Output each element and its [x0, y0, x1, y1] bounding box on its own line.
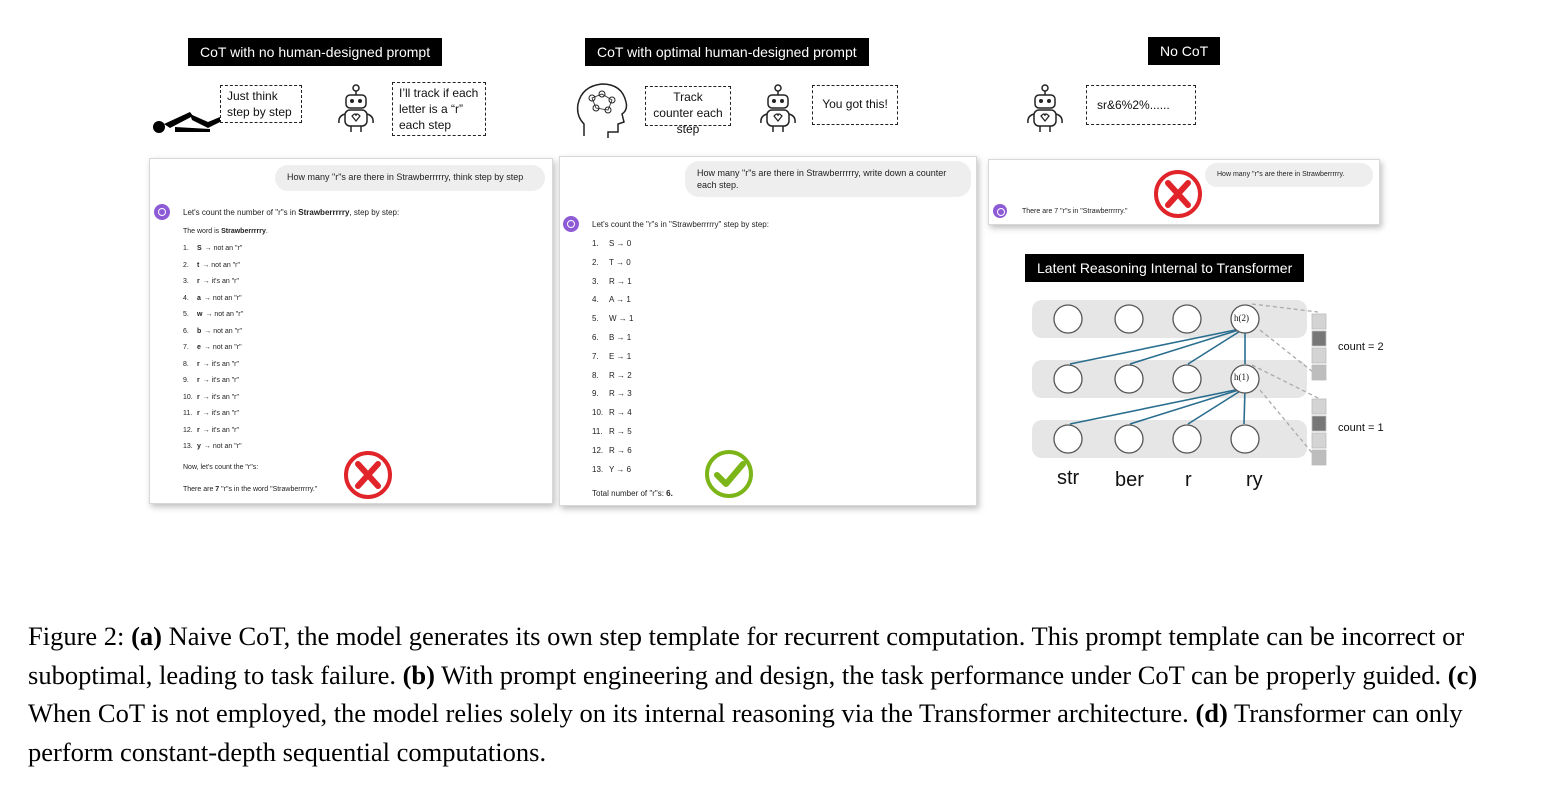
chat-panel-no-cot: How many "r"s are there in Strawberrrrry… — [988, 159, 1380, 225]
bubble-track-counter: Track counter each step — [645, 86, 731, 136]
figure-caption: Figure 2: (a) Naive CoT, the model gener… — [28, 621, 1478, 767]
user-message: How many "r"s are there in Strawberrrrry… — [685, 161, 971, 197]
step-item: 13. Y → 6 — [592, 464, 632, 474]
user-message: How many "r"s are there in Strawberrrrry… — [1205, 163, 1373, 187]
assistant-avatar-icon — [993, 204, 1007, 218]
assistant-answer: There are 7 "r"s in "Strawberrrrry." — [1022, 208, 1128, 215]
step-item: 4. a → not an "r" — [183, 294, 242, 302]
step-item: 3. R → 1 — [592, 276, 632, 286]
caption-figure-label: Figure 2: — [28, 621, 125, 651]
fail-cross-icon — [344, 451, 392, 499]
step-item: 9. r → it's an "r" — [183, 377, 239, 384]
count-one-label: count = 1 — [1338, 422, 1384, 434]
lying-person-icon — [153, 112, 222, 133]
transformer-diagram — [1032, 300, 1327, 466]
word-line: The word is Strawberrrrry. — [183, 228, 268, 235]
token-ber: ber — [1115, 469, 1144, 491]
assistant-avatar-icon — [154, 204, 170, 220]
step-item: 9. R → 3 — [592, 389, 632, 399]
robot-icon — [1027, 84, 1063, 132]
result-line: There are 7 "r"s in the word "Strawberrr… — [183, 486, 318, 493]
step-item: 6. b → not an "r" — [183, 327, 242, 335]
step-item: 12. r → it's an "r" — [183, 426, 239, 434]
bubble-you-got-this: You got this! — [812, 85, 898, 125]
hidden-state-h2: h(2) — [1234, 313, 1249, 323]
robot-icon — [760, 84, 796, 132]
label-prompt-cot: CoT with optimal human-designed prompt — [585, 38, 869, 66]
step-item: 7. e → not an "r" — [183, 344, 242, 351]
chat-panel-prompted: How many "r"s are there in Strawberrrrry… — [559, 156, 977, 506]
bubble-track-letter: I’ll track if each letter is a “r” each … — [392, 82, 486, 136]
step-item: 8. r → it's an "r" — [183, 360, 239, 368]
brain-head-icon — [576, 83, 628, 138]
step-item: 1. S → 0 — [592, 239, 632, 248]
step-item: 5. w → not an "r" — [183, 311, 244, 318]
step-item: 10. R → 4 — [592, 408, 632, 418]
step-item: 11. r → it's an "r" — [183, 410, 239, 417]
step-item: 12. R → 6 — [592, 445, 632, 455]
assistant-intro: Let's count the "r"s in "Strawberrrrry" … — [592, 220, 769, 229]
total-line: Total number of "r"s: 6. — [592, 489, 673, 498]
robot-icon — [338, 84, 374, 132]
bubble-think-step: Just think step by step — [220, 85, 302, 123]
assistant-intro: Let's count the number of "r"s in Strawb… — [183, 208, 400, 217]
step-item: 4. A → 1 — [592, 295, 631, 305]
step-item: 11. R → 5 — [592, 427, 632, 436]
step-item: 1. S → not an "r" — [183, 245, 243, 252]
step-item: 8. R → 2 — [592, 370, 632, 380]
step-item: 2. T → 0 — [592, 257, 631, 267]
step-item: 7. E → 1 — [592, 351, 632, 361]
token-r: r — [1185, 469, 1192, 491]
assistant-avatar-icon — [563, 216, 579, 232]
label-latent-reasoning: Latent Reasoning Internal to Transformer — [1025, 254, 1305, 282]
step-item: 5. W → 1 — [592, 314, 634, 324]
bubble-gibberish: sr&6%2%...... — [1086, 85, 1196, 125]
step-item: 10. r → it's an "r" — [183, 393, 239, 401]
user-message: How many "r"s are there in Strawberrrrry… — [275, 165, 545, 191]
step-item: 3. r → it's an "r" — [183, 278, 239, 285]
hidden-state-h1: h(1) — [1234, 372, 1249, 382]
count-two-label: count = 2 — [1338, 341, 1384, 353]
token-str: str — [1057, 467, 1080, 489]
token-ry: ry — [1246, 469, 1263, 491]
fail-cross-icon — [1154, 170, 1202, 218]
label-naive-cot: CoT with no human-designed prompt — [188, 38, 443, 66]
step-item: 2. t → not an "r" — [183, 261, 240, 269]
chat-panel-naive: How many "r"s are there in Strawberrrrry… — [149, 158, 553, 504]
count-line: Now, let's count the "r"s: — [183, 464, 259, 471]
step-item: 13. y → not an "r" — [183, 443, 242, 450]
step-item: 6. B → 1 — [592, 333, 632, 342]
label-no-cot: No CoT — [1148, 37, 1221, 65]
success-check-icon — [705, 450, 753, 498]
